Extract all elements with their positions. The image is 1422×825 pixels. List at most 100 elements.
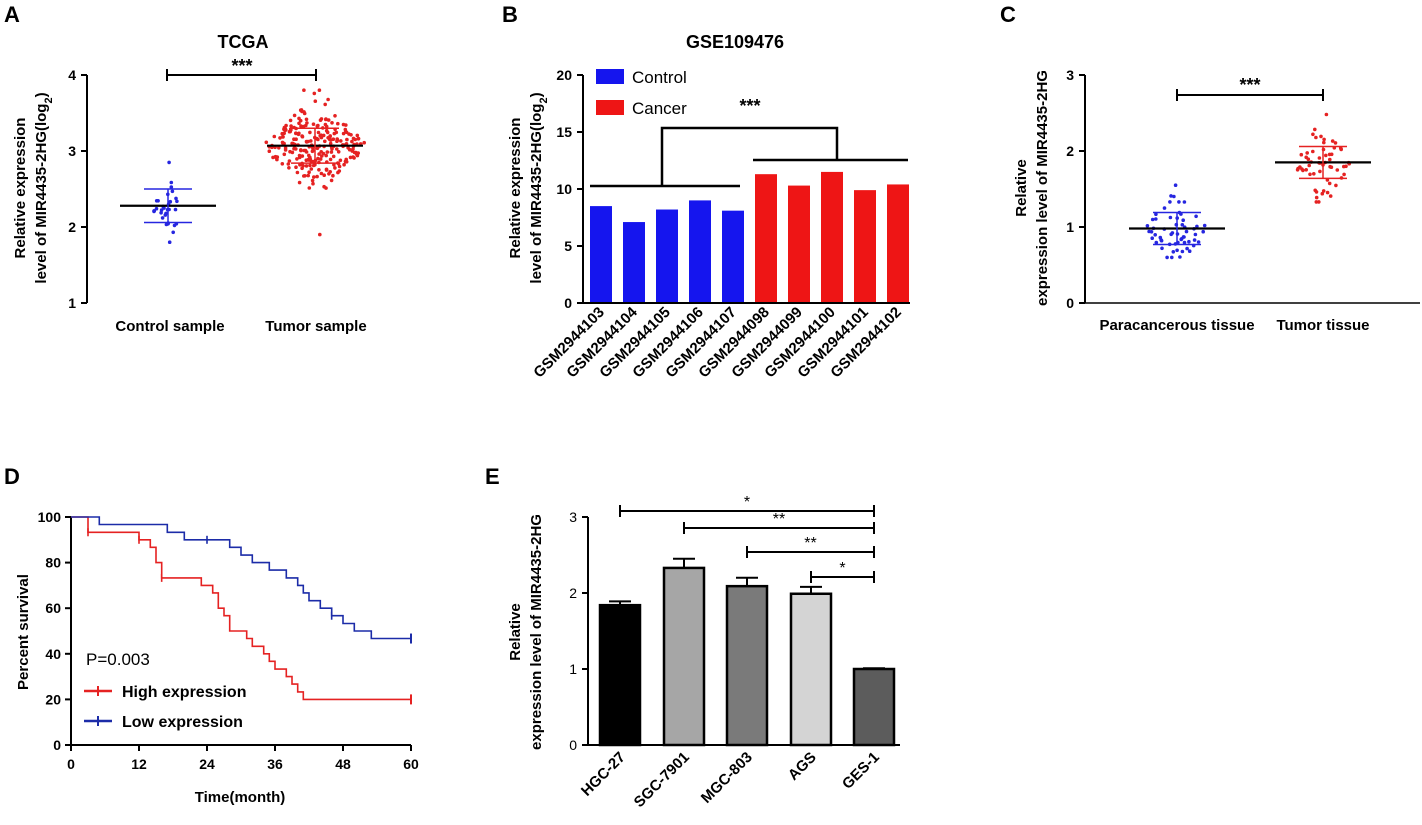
data-point	[289, 128, 293, 132]
data-point	[282, 152, 287, 157]
data-point	[1299, 152, 1304, 157]
data-point	[1181, 218, 1185, 222]
panel-a: A TCGA Relative expression level of MIR4…	[4, 2, 367, 335]
data-point	[329, 138, 333, 142]
data-point	[1317, 156, 1322, 160]
data-point	[302, 111, 307, 116]
data-point	[315, 174, 319, 179]
panel-e-x-labels: HGC-27 SGC-7901 MGC-803 AGS GES-1	[578, 749, 883, 811]
data-point	[1327, 181, 1332, 186]
y-tick-label: 3	[68, 143, 76, 159]
sig-label: *	[839, 560, 845, 577]
panel-a-ylabel-line2: level of MIR4435-2HG(log2)	[33, 92, 55, 283]
data-point	[307, 170, 311, 174]
panel-c-y-ticks: 0 1 2 3	[1066, 67, 1085, 311]
data-point	[1335, 168, 1340, 172]
data-point	[330, 121, 334, 125]
data-point	[306, 173, 311, 178]
data-point	[341, 131, 346, 136]
data-point	[1193, 232, 1198, 237]
data-point	[345, 137, 349, 142]
data-point	[294, 165, 298, 169]
data-point	[288, 149, 292, 154]
y-tick-label: 4	[68, 67, 76, 83]
data-point	[319, 135, 324, 140]
data-point	[362, 140, 367, 145]
data-point	[1168, 215, 1173, 220]
bar	[689, 200, 711, 303]
data-point	[1162, 206, 1167, 210]
panel-b-x-labels: GSM2944103GSM2944104GSM2944105GSM2944106…	[530, 303, 904, 381]
data-point	[331, 154, 336, 159]
data-point	[1160, 246, 1164, 251]
data-point	[324, 124, 329, 129]
data-point	[317, 152, 321, 156]
x-tick-label: SGC-7901	[631, 749, 693, 811]
data-point	[317, 88, 322, 92]
data-point	[1311, 149, 1315, 154]
data-point	[1330, 139, 1335, 143]
data-point	[1175, 248, 1179, 253]
data-point	[322, 173, 327, 177]
data-point	[272, 134, 277, 139]
panel-label-a: A	[4, 2, 20, 27]
data-point	[1180, 223, 1185, 227]
data-point	[267, 149, 272, 153]
panel-c-xcat-paracancerous: Paracancerous tissue	[1099, 317, 1254, 334]
data-point	[300, 134, 305, 139]
panel-d-legend-low: Low expression	[122, 714, 243, 731]
bar	[662, 566, 706, 747]
data-point	[319, 150, 324, 154]
x-tick-label: 0	[67, 756, 75, 772]
data-point	[1202, 223, 1207, 228]
panel-a-y-ticks: 1 2 3 4	[68, 67, 87, 311]
data-point	[1313, 127, 1317, 132]
panel-a-xcat-control: Control sample	[115, 318, 224, 335]
x-tick-label: HGC-27	[578, 749, 629, 800]
data-point	[333, 166, 337, 170]
data-point	[175, 199, 179, 204]
y-tick-label: 20	[556, 67, 572, 83]
bar	[887, 184, 909, 303]
data-point	[347, 147, 352, 152]
panel-label-e: E	[485, 464, 500, 489]
panel-b-legend-cancer: Cancer	[632, 99, 687, 118]
y-tick-label: 15	[556, 124, 572, 140]
panel-b-y-ticks: 0 5 10 15 20	[556, 67, 583, 311]
data-point	[1201, 229, 1205, 234]
data-point	[294, 137, 298, 141]
data-point	[1329, 165, 1334, 169]
data-point	[1322, 137, 1326, 142]
data-point	[316, 156, 320, 161]
data-point	[1314, 135, 1318, 140]
data-point	[1304, 168, 1308, 172]
data-point	[308, 130, 312, 135]
y-tick-label: 40	[45, 646, 61, 662]
data-point	[1334, 183, 1338, 188]
data-point	[309, 167, 314, 171]
data-point	[337, 164, 342, 169]
data-point	[1153, 233, 1157, 237]
data-point	[1184, 229, 1189, 234]
data-point	[300, 166, 304, 171]
data-point	[288, 118, 293, 123]
panel-d-pvalue: P=0.003	[86, 650, 150, 669]
data-point	[324, 153, 329, 158]
data-point	[297, 121, 301, 126]
data-point	[329, 150, 334, 154]
data-point	[1173, 183, 1178, 187]
panel-a-points	[120, 88, 367, 244]
data-point	[169, 180, 174, 185]
data-point	[325, 150, 330, 154]
x-tick-label: GES-1	[839, 749, 883, 793]
x-tick-label: MGC-803	[698, 749, 756, 807]
data-point	[1312, 172, 1316, 176]
panel-label-c: C	[1000, 2, 1016, 27]
y-tick-label: 1	[569, 661, 577, 677]
data-point	[1154, 240, 1159, 245]
data-point	[1324, 153, 1328, 158]
data-point	[1325, 190, 1330, 195]
data-point	[309, 139, 313, 143]
data-point	[304, 139, 309, 144]
data-point	[1318, 169, 1322, 174]
